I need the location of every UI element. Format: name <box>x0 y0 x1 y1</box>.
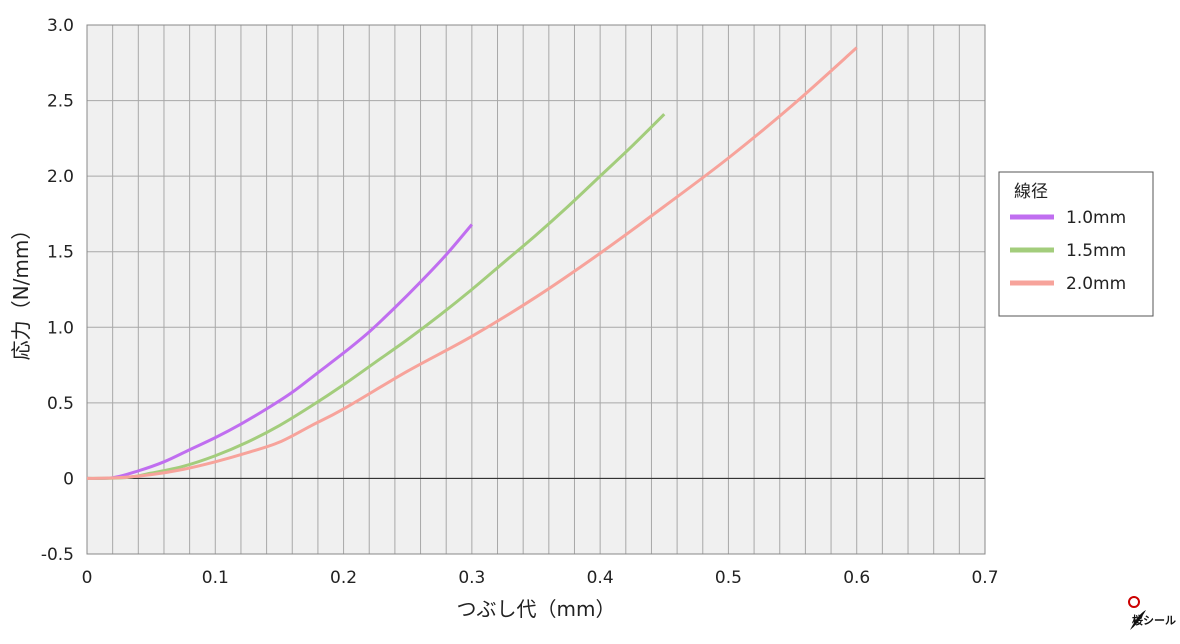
y-tick-label: 2.0 <box>47 167 74 187</box>
y-tick-label: 0 <box>63 469 74 489</box>
y-axis-title: 応力（N/mm） <box>9 220 33 361</box>
plot-border <box>86 24 986 555</box>
x-tick-label: 0.3 <box>458 568 485 588</box>
legend-label: 1.0mm <box>1066 208 1126 228</box>
legend-box <box>998 171 1154 317</box>
x-tick-label: 0.4 <box>587 568 614 588</box>
y-tick-label: 3.0 <box>47 16 74 36</box>
x-tick-label: 0.6 <box>843 568 870 588</box>
sakura-seal-logo: 桜シール <box>1128 596 1176 630</box>
x-tick-labels: 0 0.1 0.2 0.3 0.4 0.5 0.6 0.7 <box>82 568 999 588</box>
logo-mark-icon <box>1128 596 1140 608</box>
series-line-1.5mm <box>86 113 666 480</box>
series-line-1.0mm <box>86 223 474 480</box>
legend-title: 線径 <box>1014 182 1048 202</box>
x-tick-label: 0.5 <box>715 568 742 588</box>
logo-text: 桜シール <box>1132 613 1176 627</box>
x-axis-title: つぶし代（mm） <box>457 597 616 621</box>
legend-label: 1.5mm <box>1066 241 1126 261</box>
y-tick-labels: -0.5 0 0.5 1.0 1.5 2.0 2.5 3.0 <box>41 16 74 565</box>
series-line-2.0mm <box>86 46 858 480</box>
x-tick-label: 0.1 <box>202 568 229 588</box>
y-tick-label: 1.0 <box>47 318 74 338</box>
legend: 線径 1.0mm 1.5mm 2.0mm <box>998 171 1154 317</box>
logo-swoosh-icon <box>1130 610 1146 630</box>
legend-label: 2.0mm <box>1066 274 1126 294</box>
series-group <box>86 46 858 480</box>
plot-area <box>87 25 985 554</box>
x-tick-label: 0.2 <box>330 568 357 588</box>
y-tick-label: 0.5 <box>47 394 74 414</box>
x-tick-label: 0.7 <box>971 568 998 588</box>
y-tick-label: 2.5 <box>47 92 74 112</box>
grid-lines <box>87 25 985 554</box>
x-tick-label: 0 <box>82 568 93 588</box>
y-tick-label: 1.5 <box>47 243 74 263</box>
y-tick-label: -0.5 <box>41 545 74 565</box>
